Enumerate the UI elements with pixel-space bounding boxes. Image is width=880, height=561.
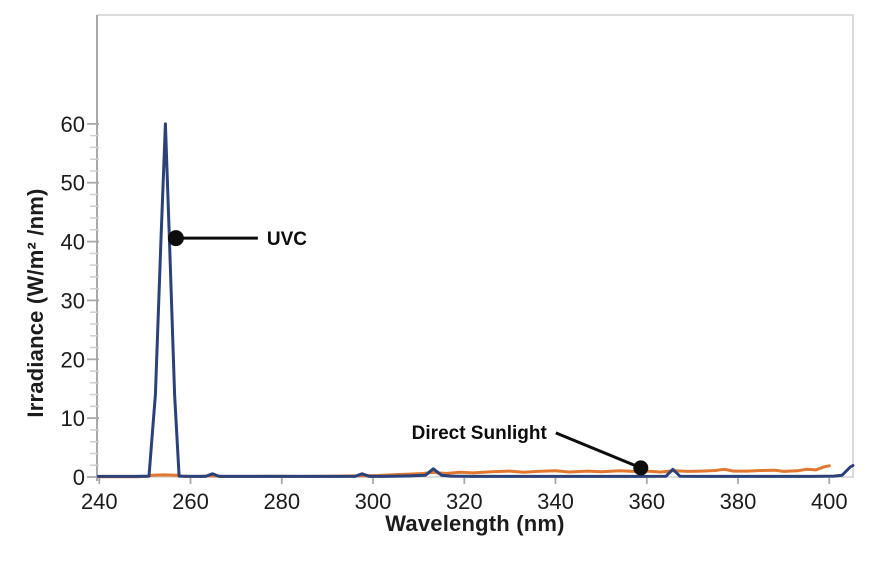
annotation-dot-uvc (167, 230, 184, 247)
x-tick-label: 260 (172, 489, 209, 514)
x-tick-label: 240 (81, 489, 118, 514)
y-tick-label: 30 (61, 288, 85, 313)
x-tick-label: 400 (811, 489, 848, 514)
y-tick-label: 60 (61, 112, 85, 137)
x-tick-label: 300 (355, 489, 392, 514)
annotation-label-direct-sunlight: Direct Sunlight (412, 423, 548, 444)
x-tick-label: 380 (720, 489, 757, 514)
x-tick-label: 340 (537, 489, 574, 514)
plot-frame (97, 14, 854, 478)
x-tick-label: 360 (628, 489, 665, 514)
y-tick-label: 20 (61, 347, 85, 372)
y-tick-label: 10 (61, 406, 85, 431)
annotation-dot-direct-sunlight (633, 460, 649, 476)
annotation-line-direct-sunlight (555, 431, 642, 470)
annotation-label-uvc: UVC (267, 229, 307, 250)
y-tick-label: 40 (61, 230, 85, 255)
x-tick-label: 280 (263, 489, 300, 514)
y-tick-label: 50 (61, 171, 85, 196)
x-tick-label: 320 (446, 489, 483, 514)
series-line-direct-sunlight (96, 122, 855, 478)
series-line-uvc (97, 464, 831, 479)
y-axis-title: Irradiance (W/m² /nm) (23, 188, 48, 418)
x-axis-title: Wavelength (nm) (385, 511, 565, 536)
y-tick-label: 0 (73, 465, 85, 490)
